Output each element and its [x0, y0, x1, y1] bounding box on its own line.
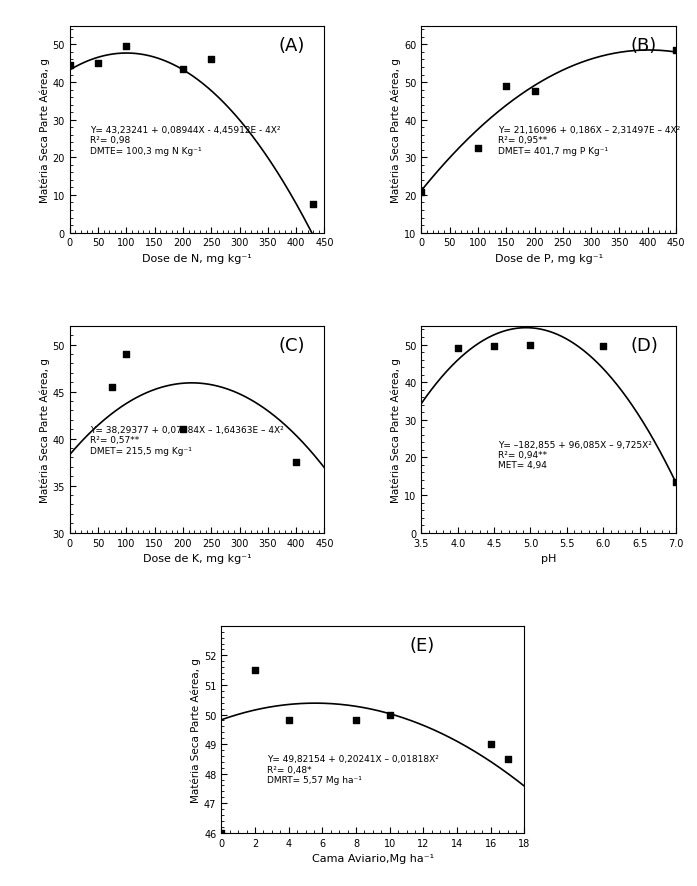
Text: Y= 49,82154 + 0,20241X – 0,01818X²
R²= 0,48*
DMRT= 5,57 Mg ha⁻¹: Y= 49,82154 + 0,20241X – 0,01818X² R²= 0…: [267, 754, 438, 784]
Point: [177, 63, 188, 77]
Point: [485, 737, 496, 751]
Y-axis label: Matéria Seca Parte Aérea, g: Matéria Seca Parte Aérea, g: [191, 657, 201, 802]
Y-axis label: Matéria Seca Parte Aérea, g: Matéria Seca Parte Aérea, g: [39, 357, 49, 502]
Text: (E): (E): [409, 636, 434, 655]
Point: [525, 338, 536, 353]
Point: [502, 752, 513, 766]
Text: (D): (D): [630, 337, 658, 354]
Point: [283, 713, 294, 727]
Text: (A): (A): [279, 37, 305, 55]
Y-axis label: Matéria Seca Parte Aérea, g: Matéria Seca Parte Aérea, g: [39, 58, 49, 202]
Text: Y= 43,23241 + 0,08944X - 4,45912E - 4X²
R²= 0,98
DMTE= 100,3 mg N Kg⁻¹: Y= 43,23241 + 0,08944X - 4,45912E - 4X² …: [90, 126, 281, 156]
Point: [489, 340, 500, 354]
Point: [384, 708, 395, 722]
Text: Y= –182,855 + 96,085X – 9,725X²
R²= 0,94**
MET= 4,94: Y= –182,855 + 96,085X – 9,725X² R²= 0,94…: [498, 440, 652, 470]
Point: [121, 40, 132, 54]
Point: [206, 53, 217, 67]
Point: [452, 342, 464, 356]
Point: [500, 80, 512, 94]
Y-axis label: Matéria Seca Parte Aérea, g: Matéria Seca Parte Aérea, g: [391, 357, 401, 502]
Point: [473, 142, 484, 156]
Text: (C): (C): [279, 337, 305, 354]
Y-axis label: Matéria Seca Parte Aérea, g: Matéria Seca Parte Aérea, g: [391, 58, 401, 202]
Point: [291, 455, 302, 470]
X-axis label: Cama Aviario,Mg ha⁻¹: Cama Aviario,Mg ha⁻¹: [312, 853, 434, 863]
Point: [598, 340, 609, 354]
Point: [671, 475, 682, 489]
Point: [351, 713, 362, 727]
X-axis label: pH: pH: [541, 554, 556, 563]
Point: [107, 380, 118, 394]
X-axis label: Dose de K, mg kg⁻¹: Dose de K, mg kg⁻¹: [143, 554, 252, 563]
Point: [250, 664, 261, 678]
Point: [121, 347, 132, 361]
X-axis label: Dose de P, mg kg⁻¹: Dose de P, mg kg⁻¹: [495, 253, 603, 264]
Point: [93, 57, 104, 71]
Text: Y= 38,29377 + 0,07084X – 1,64363E – 4X²
R²= 0,57**
DMET= 215,5 mg Kg⁻¹: Y= 38,29377 + 0,07084X – 1,64363E – 4X² …: [90, 425, 284, 455]
Point: [177, 423, 188, 437]
Point: [671, 44, 682, 58]
Point: [307, 198, 319, 213]
Point: [415, 186, 427, 200]
Point: [529, 85, 540, 99]
X-axis label: Dose de N, mg kg⁻¹: Dose de N, mg kg⁻¹: [142, 253, 252, 264]
Point: [216, 826, 227, 840]
Text: (B): (B): [630, 37, 657, 55]
Point: [64, 59, 75, 74]
Text: Y= 21,16096 + 0,186X – 2,31497E – 4X²
R²= 0,95**
DMET= 401,7 mg P Kg⁻¹: Y= 21,16096 + 0,186X – 2,31497E – 4X² R²…: [498, 126, 680, 156]
